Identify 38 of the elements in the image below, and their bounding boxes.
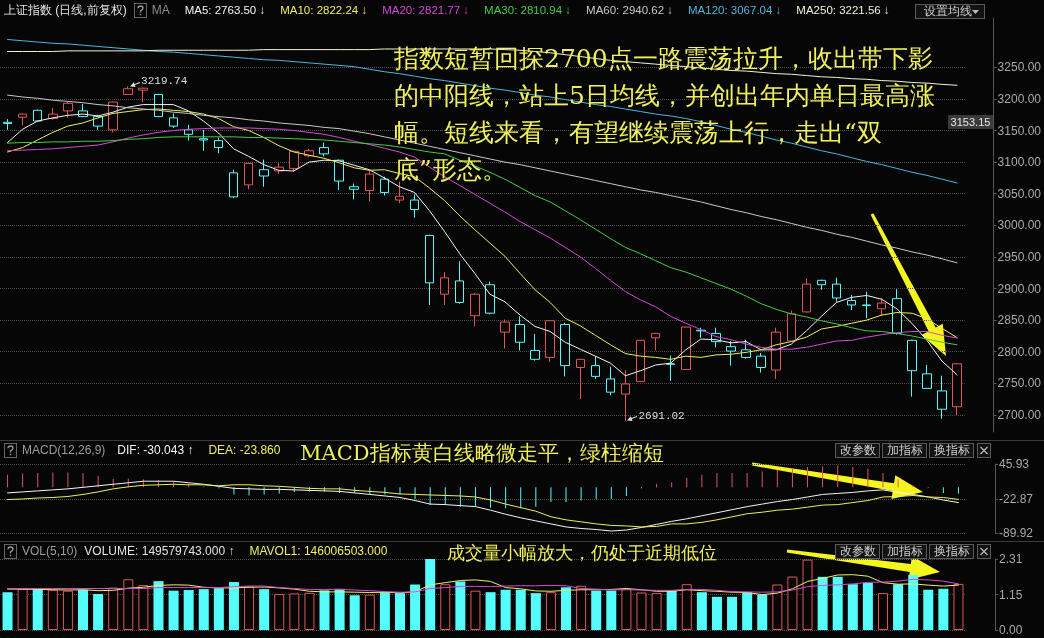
y-tick-label: 1.15 xyxy=(999,587,1023,602)
y-tick-label: 2.31 xyxy=(999,552,1023,566)
chart-title: MACD(12,26,9) xyxy=(22,443,106,457)
text: MA30: 2810.94 ↓ xyxy=(484,4,572,16)
y-tick-label: 3000.00 xyxy=(997,218,1042,233)
y-tick-label: 2750.00 xyxy=(997,376,1042,391)
text: MAVOL1: 146006503.000 xyxy=(249,544,388,558)
y-tick-label: 3250.00 xyxy=(997,60,1042,75)
y-tick-label: 3100.00 xyxy=(997,155,1042,170)
text: VOLUME: 149579743.000 ↑ xyxy=(84,544,235,558)
y-tick-label: -22.87 xyxy=(999,491,1034,506)
text: MA xyxy=(151,3,170,17)
y-tick-label: 2900.00 xyxy=(997,281,1042,296)
y-tick-label: -89.92 xyxy=(999,526,1034,540)
chart-title: 上证指数 (日线,前复权) xyxy=(4,3,127,17)
annotation: 3219.74 xyxy=(141,75,188,89)
annotation: MACD指标黄白线略微走平，绿柱缩短 xyxy=(300,440,664,466)
y-tick-label: 3050.00 xyxy=(997,186,1042,201)
chart-title: VOL(5,10) xyxy=(22,544,78,558)
text: DEA: -23.860 xyxy=(208,443,281,457)
text: DIF: -30.043 ↑ xyxy=(117,443,194,457)
y-tick-label: 3200.00 xyxy=(997,91,1042,106)
y-tick-label: 2850.00 xyxy=(997,313,1042,328)
text: MA10: 2822.24 ↓ xyxy=(280,4,368,16)
y-tick-label: 45.93 xyxy=(999,457,1030,471)
annotation: 2691.02 xyxy=(638,409,685,423)
y-tick-label: 3150.00 xyxy=(997,123,1042,138)
text: MA20: 2821.77 ↓ xyxy=(382,4,470,16)
text: MA60: 2940.62 ↓ xyxy=(586,4,673,16)
y-tick-label: 2800.00 xyxy=(997,344,1042,359)
y-tick-label: 2950.00 xyxy=(997,249,1042,264)
text: MA120: 3067.04 ↓ xyxy=(688,4,782,16)
y-tick-label: 0.00 xyxy=(999,623,1023,637)
y-tick-label: 2700.00 xyxy=(997,407,1042,422)
text: MA5: 2763.50 ↓ xyxy=(184,4,266,16)
annotation: 3153.15 xyxy=(948,115,993,129)
text: MA250: 3221.56 ↓ xyxy=(796,4,890,16)
annotation: 成交量小幅放大，仍处于近期低位 xyxy=(447,542,717,564)
